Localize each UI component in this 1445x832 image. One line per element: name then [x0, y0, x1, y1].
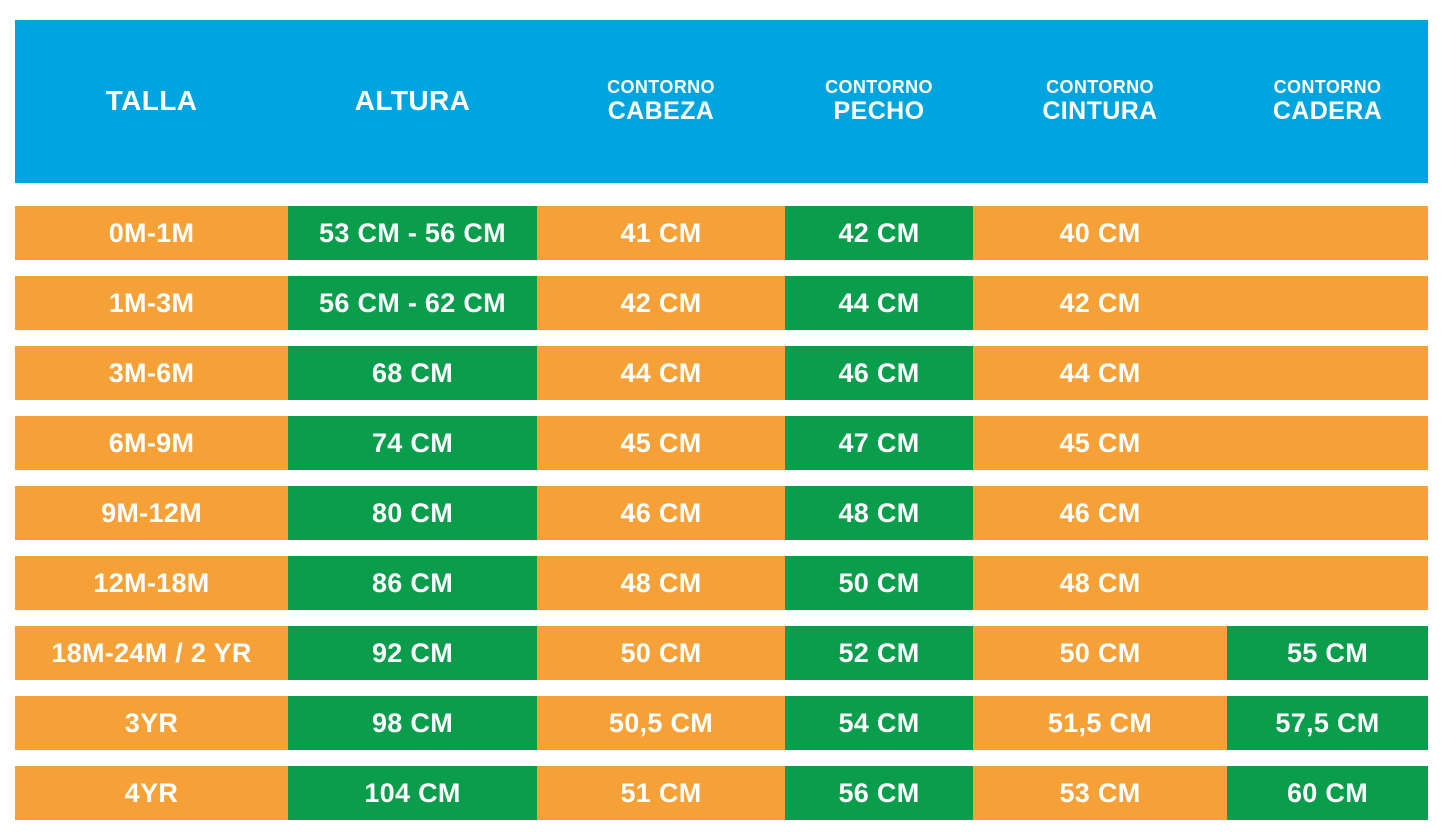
- table-row: 6M-9M 74 CM 45 CM 47 CM 45 CM: [15, 416, 1428, 470]
- cell-cadera: [1227, 486, 1428, 540]
- header-cell-altura: ALTURA: [288, 20, 537, 183]
- cell-cabeza: 42 CM: [620, 287, 702, 318]
- header-label: CINTURA: [1042, 97, 1158, 126]
- cell-pecho: 44 CM: [785, 276, 973, 330]
- table-row: 0M-1M 53 CM - 56 CM 41 CM 42 CM 40 CM: [15, 206, 1428, 260]
- cell-altura: 86 CM: [288, 556, 537, 610]
- cell-pecho: 48 CM: [785, 486, 973, 540]
- cell-cadera: [1227, 416, 1428, 470]
- table-row: 18M-24M / 2 YR 92 CM 50 CM 52 CM 50 CM 5…: [15, 626, 1428, 680]
- cell-cabeza: 41 CM: [620, 217, 702, 248]
- cell-talla: 4YR: [124, 777, 179, 808]
- cell-talla: 12M-18M: [93, 567, 210, 598]
- cell-altura: 56 CM - 62 CM: [288, 276, 537, 330]
- cell-cintura: 50 CM: [1059, 637, 1141, 668]
- header-cell-contorno-cintura: CONTORNO CINTURA: [973, 20, 1227, 183]
- cell-cintura: 40 CM: [1059, 217, 1141, 248]
- cell-talla: 9M-12M: [101, 497, 202, 528]
- cell-cadera: [1227, 556, 1428, 610]
- cell-pecho: 54 CM: [785, 696, 973, 750]
- cell-talla: 6M-9M: [108, 427, 195, 458]
- cell-cadera: [1227, 346, 1428, 400]
- cell-cintura: 46 CM: [1059, 497, 1141, 528]
- cell-cadera: [1227, 206, 1428, 260]
- cell-cintura: 44 CM: [1059, 357, 1141, 388]
- header-cell-contorno-cadera: CONTORNO CADERA: [1227, 20, 1428, 183]
- header-label: CABEZA: [607, 97, 715, 126]
- table-header: TALLA ALTURA CONTORNO CABEZA CONTORNO PE…: [15, 20, 1428, 183]
- table-row: 4YR 104 CM 51 CM 56 CM 53 CM 60 CM: [15, 766, 1428, 820]
- cell-pecho: 56 CM: [785, 766, 973, 820]
- cell-cabeza: 44 CM: [620, 357, 702, 388]
- cell-cabeza: 46 CM: [620, 497, 702, 528]
- cell-cabeza: 50,5 CM: [608, 707, 714, 738]
- cell-talla: 3M-6M: [108, 357, 195, 388]
- header-label: TALLA: [105, 85, 198, 117]
- header-cell-contorno-cabeza: CONTORNO CABEZA: [537, 20, 785, 183]
- header-label: PECHO: [833, 97, 925, 126]
- header-prefix: CONTORNO: [1046, 76, 1154, 97]
- cell-cabeza: 51 CM: [620, 777, 702, 808]
- header-cell-contorno-pecho: CONTORNO PECHO: [785, 20, 973, 183]
- header-label: ALTURA: [354, 85, 471, 117]
- cell-cabeza: 45 CM: [620, 427, 702, 458]
- cell-talla: 3YR: [124, 707, 179, 738]
- cell-altura: 80 CM: [288, 486, 537, 540]
- cell-cintura: 48 CM: [1059, 567, 1141, 598]
- cell-cadera: 57,5 CM: [1227, 696, 1428, 750]
- cell-cintura: 51,5 CM: [1047, 707, 1153, 738]
- cell-cintura: 53 CM: [1059, 777, 1141, 808]
- table-row: 3YR 98 CM 50,5 CM 54 CM 51,5 CM 57,5 CM: [15, 696, 1428, 750]
- cell-altura: 92 CM: [288, 626, 537, 680]
- header-prefix: CONTORNO: [825, 76, 933, 97]
- cell-cintura: 45 CM: [1059, 427, 1141, 458]
- cell-pecho: 42 CM: [785, 206, 973, 260]
- cell-cadera: 55 CM: [1227, 626, 1428, 680]
- cell-cadera: 60 CM: [1227, 766, 1428, 820]
- cell-cabeza: 48 CM: [620, 567, 702, 598]
- cell-talla: 1M-3M: [108, 287, 195, 318]
- cell-pecho: 50 CM: [785, 556, 973, 610]
- cell-cabeza: 50 CM: [620, 637, 702, 668]
- cell-altura: 68 CM: [288, 346, 537, 400]
- cell-cadera: [1227, 276, 1428, 330]
- cell-pecho: 47 CM: [785, 416, 973, 470]
- cell-altura: 104 CM: [288, 766, 537, 820]
- header-prefix: CONTORNO: [1273, 76, 1382, 97]
- header-cell-talla: TALLA: [15, 20, 288, 183]
- header-label: CADERA: [1272, 97, 1383, 126]
- cell-talla: 18M-24M / 2 YR: [51, 637, 252, 668]
- cell-altura: 53 CM - 56 CM: [288, 206, 537, 260]
- table-row: 1M-3M 56 CM - 62 CM 42 CM 44 CM 42 CM: [15, 276, 1428, 330]
- cell-cintura: 42 CM: [1059, 287, 1141, 318]
- cell-pecho: 46 CM: [785, 346, 973, 400]
- table-row: 9M-12M 80 CM 46 CM 48 CM 46 CM: [15, 486, 1428, 540]
- table-row: 3M-6M 68 CM 44 CM 46 CM 44 CM: [15, 346, 1428, 400]
- cell-altura: 74 CM: [288, 416, 537, 470]
- cell-pecho: 52 CM: [785, 626, 973, 680]
- table-row: 12M-18M 86 CM 48 CM 50 CM 48 CM: [15, 556, 1428, 610]
- header-prefix: CONTORNO: [607, 76, 715, 97]
- cell-altura: 98 CM: [288, 696, 537, 750]
- size-table: TALLA ALTURA CONTORNO CABEZA CONTORNO PE…: [15, 20, 1428, 820]
- cell-talla: 0M-1M: [108, 217, 195, 248]
